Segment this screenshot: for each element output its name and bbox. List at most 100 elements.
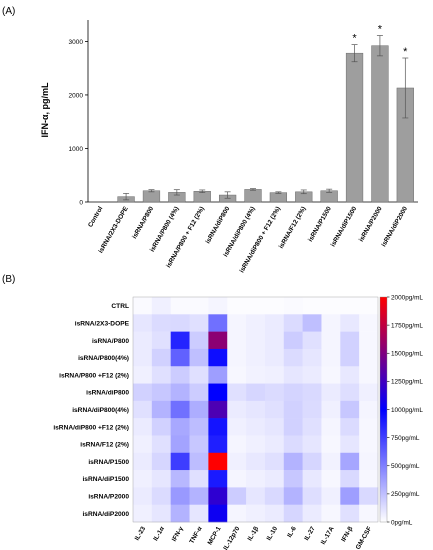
heatmap-cell <box>302 348 322 367</box>
heatmap-cell <box>170 331 190 350</box>
heatmap-cell <box>321 452 341 471</box>
heatmap-cell <box>264 400 285 419</box>
heatmap-row-label: isRNA/P1500 <box>88 459 129 466</box>
colorbar-tick-label: 0pg/mL <box>391 519 413 526</box>
heatmap-cell <box>246 383 266 402</box>
heatmap-cell <box>283 504 303 523</box>
heatmap-column-label: IL-1β <box>247 525 261 542</box>
panel-a: (A) IFN-α, pg/mL 0 1000 2000 3000 Control isR… <box>2 6 418 274</box>
heatmap-column-label: IL-23 <box>134 525 148 542</box>
heatmap-cell <box>359 487 379 505</box>
heatmap-cell <box>246 400 266 419</box>
heatmap-cell <box>359 435 379 454</box>
heatmap-cell <box>133 400 153 419</box>
heatmap-cell <box>133 504 153 523</box>
heatmap-cell <box>340 348 360 367</box>
heatmap-cell <box>170 435 190 454</box>
bar <box>371 45 389 203</box>
heatmap-cell <box>208 487 228 505</box>
panel-b-label: (B) <box>2 274 15 285</box>
heatmap-cell <box>189 297 209 315</box>
heatmap-cell <box>170 470 190 488</box>
heatmap-cell <box>246 452 266 471</box>
colorbar-tick-label: 1250pg/mL <box>391 379 423 386</box>
y-tick-label: 1000 <box>69 146 84 153</box>
x-tick-label: isRNA/P2000 <box>358 205 384 243</box>
heatmap-cell <box>321 487 341 505</box>
heatmap-cell <box>208 348 228 367</box>
heatmap-cell <box>283 331 303 350</box>
heatmap-cell <box>208 435 228 454</box>
heatmap-column-label: TNF-α <box>188 525 203 545</box>
heatmap-row-label: isRNA/diP800 +F12 (2%) <box>53 424 129 431</box>
heatmap-cell <box>264 366 285 384</box>
heatmap-cell <box>170 314 190 332</box>
heatmap-cell <box>283 366 303 384</box>
heatmap-column-label: GM-CSF <box>355 525 374 550</box>
heatmap-cell <box>133 383 153 402</box>
heatmap-column-label: IL-27 <box>303 525 317 542</box>
heatmap-row-label: isRNA/P800 +F12 (2%) <box>59 372 129 379</box>
heatmap-cell <box>189 452 209 471</box>
heatmap-cell <box>264 452 285 471</box>
heatmap-column-label: IL-12p70 <box>222 525 241 550</box>
bar <box>142 190 161 203</box>
heatmap-cell <box>170 348 190 367</box>
heatmap-cell <box>208 470 228 488</box>
heatmap-cell <box>151 435 171 454</box>
heatmap-cell <box>227 297 247 315</box>
heatmap-cell <box>359 331 379 350</box>
heatmap-cell <box>246 314 266 332</box>
heatmap-colorbar <box>379 296 388 523</box>
heatmap-cell <box>208 504 228 523</box>
colorbar-ticks: 0pg/mL 250pg/mL 500pg/mL 750pg/mL 1000pg/mL 1… <box>387 294 423 526</box>
heatmap-cell <box>283 400 303 419</box>
heatmap-column-label: IFN-β <box>340 525 354 543</box>
heatmap-cell <box>246 470 266 488</box>
heatmap-cell <box>264 504 285 523</box>
heatmap-cell <box>321 470 341 488</box>
heatmap-cell <box>359 418 379 436</box>
heatmap-cell <box>151 383 171 402</box>
heatmap-cell <box>189 383 209 402</box>
heatmap-cell <box>321 314 341 332</box>
heatmap-cell <box>246 348 266 367</box>
colorbar-tick-label: 1500pg/mL <box>391 351 423 358</box>
heatmap-cell <box>321 331 341 350</box>
heatmap-cell <box>302 487 322 505</box>
x-tick-label: isRNA/diP2000 <box>380 205 409 248</box>
heatmap-cell <box>189 418 209 436</box>
heatmap-cell <box>283 348 303 367</box>
heatmap-cell <box>133 314 153 332</box>
heatmap-cell <box>133 487 153 505</box>
heatmap-cell <box>321 504 341 523</box>
heatmap-cell <box>359 314 379 332</box>
heatmap-cell <box>340 470 360 488</box>
heatmap-cell <box>170 383 190 402</box>
heatmap-cell <box>283 470 303 488</box>
heatmap-row-label: CTRL <box>111 303 129 310</box>
heatmap-cell <box>321 366 341 384</box>
heatmap-cell <box>151 418 171 436</box>
heatmap-cell <box>359 400 379 419</box>
x-tick-label: isRNA/diP800 <box>205 205 232 245</box>
colorbar-tick-label: 2000pg/mL <box>391 294 423 301</box>
heatmap-cell <box>189 504 209 523</box>
heatmap-cell <box>227 452 247 471</box>
heatmap-cell <box>246 366 266 384</box>
heatmap-cell <box>302 435 322 454</box>
heatmap-cell <box>264 487 285 505</box>
heatmap-cell <box>133 331 153 350</box>
colorbar-tick-label: 1000pg/mL <box>391 407 423 414</box>
colorbar-tick-label: 1750pg/mL <box>391 322 423 329</box>
heatmap-cell <box>302 470 322 488</box>
colorbar-tick-label: 500pg/mL <box>391 463 420 470</box>
significance-mark: * <box>378 24 383 36</box>
heatmap-cell <box>208 297 228 315</box>
panel-b: (B) CTRL isRNA/2X3-DOPE isRNA/P800 isRNA/P8… <box>2 274 423 550</box>
heatmap-cell <box>302 418 322 436</box>
heatmap-cell <box>227 470 247 488</box>
heatmap-cell <box>264 435 285 454</box>
